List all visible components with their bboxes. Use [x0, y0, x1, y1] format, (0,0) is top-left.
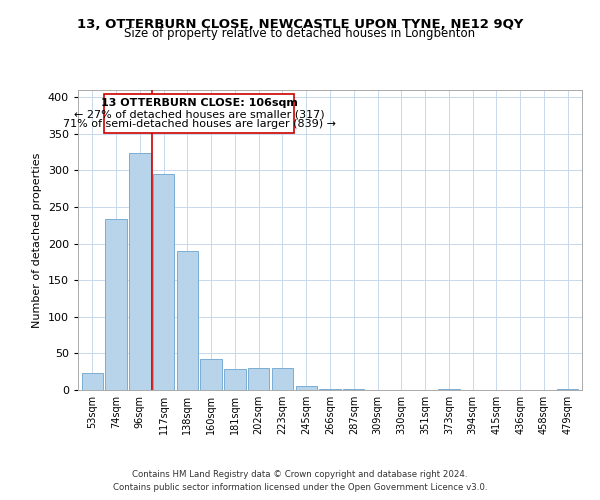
Text: Contains HM Land Registry data © Crown copyright and database right 2024.
Contai: Contains HM Land Registry data © Crown c… [113, 470, 487, 492]
Bar [296, 386, 317, 390]
Y-axis label: Number of detached properties: Number of detached properties [32, 152, 42, 328]
Bar [153, 174, 174, 390]
Text: Size of property relative to detached houses in Longbenton: Size of property relative to detached ho… [124, 28, 476, 40]
Bar [200, 358, 222, 390]
Text: 13, OTTERBURN CLOSE, NEWCASTLE UPON TYNE, NE12 9QY: 13, OTTERBURN CLOSE, NEWCASTLE UPON TYNE… [77, 18, 523, 30]
Bar [82, 373, 103, 390]
Bar [224, 369, 245, 390]
Text: ← 27% of detached houses are smaller (317): ← 27% of detached houses are smaller (31… [74, 109, 325, 119]
Bar [557, 388, 578, 390]
Bar [176, 251, 198, 390]
Bar [272, 368, 293, 390]
Text: 71% of semi-detached houses are larger (839) →: 71% of semi-detached houses are larger (… [63, 118, 336, 128]
Bar [129, 153, 151, 390]
Bar [104, 94, 295, 133]
Text: 13 OTTERBURN CLOSE: 106sqm: 13 OTTERBURN CLOSE: 106sqm [101, 98, 298, 108]
Bar [248, 368, 269, 390]
Bar [319, 388, 341, 390]
Bar [106, 219, 127, 390]
